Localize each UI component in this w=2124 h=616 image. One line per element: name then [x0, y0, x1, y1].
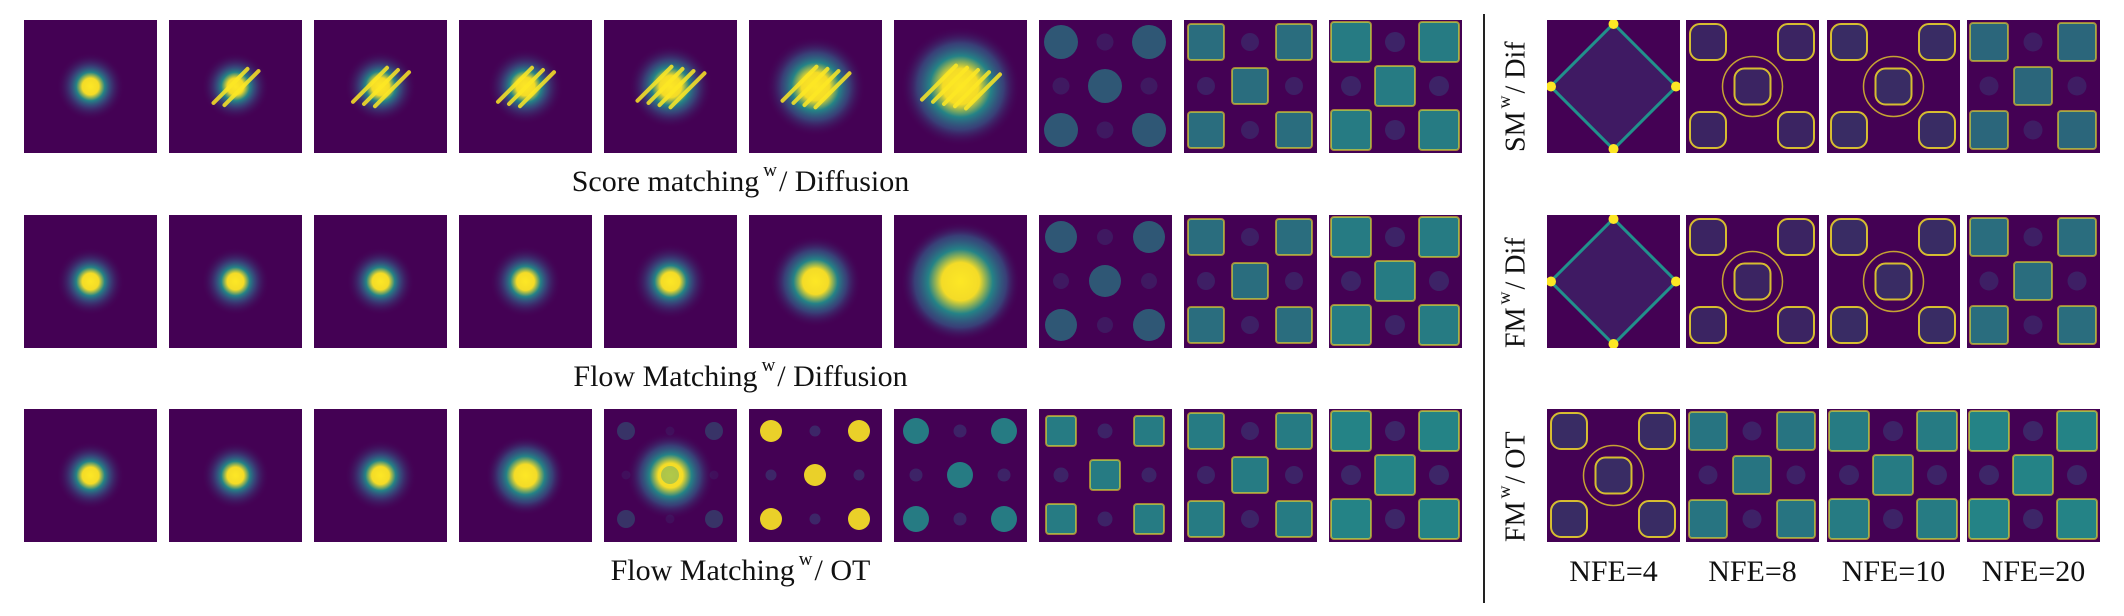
density-plot-sm-diffusion-step-2 [169, 20, 302, 153]
sample-plot-fm-dif-nfe-8 [1686, 215, 1819, 348]
density-plot-fm-ot-step-8 [1039, 409, 1172, 542]
density-plot-fm-ot-step-10 [1329, 409, 1462, 542]
density-plot-fm-ot-step-3 [314, 409, 447, 542]
sample-plot-fm-dif-nfe-10 [1827, 215, 1960, 348]
density-plot-fm-ot-step-9 [1184, 409, 1317, 542]
density-plot-fm-ot-step-7 [894, 409, 1027, 542]
nfe-label-10: NFE=10 [1827, 555, 1960, 589]
density-plot-sm-diffusion-step-9 [1184, 20, 1317, 153]
label-fm-ot: FMw/ OT [1498, 431, 1532, 542]
density-plot-fm-diffusion-step-2 [169, 215, 302, 348]
sample-plot-fm-ot-nfe-8 [1686, 409, 1819, 542]
density-plot-fm-diffusion-step-7 [894, 215, 1027, 348]
density-plot-sm-diffusion-step-7 [894, 20, 1027, 153]
sample-plot-fm-dif-nfe-20 [1967, 215, 2100, 348]
sample-plot-fm-ot-nfe-20 [1967, 409, 2100, 542]
density-plot-fm-diffusion-step-1 [24, 215, 157, 348]
sample-plot-fm-ot-nfe-10 [1827, 409, 1960, 542]
caption-score-matching-diffusion: Score matching w/ Diffusion [20, 164, 1461, 199]
density-plot-fm-ot-step-5 [604, 409, 737, 542]
density-plot-sm-diffusion-step-8 [1039, 20, 1172, 153]
nfe-label-20: NFE=20 [1967, 555, 2100, 589]
nfe-label-4: NFE=4 [1547, 555, 1680, 589]
density-plot-sm-diffusion-step-1 [24, 20, 157, 153]
caption-flow-matching-diffusion: Flow Matching w/ Diffusion [20, 359, 1461, 394]
sample-plot-sm-dif-nfe-8 [1686, 20, 1819, 153]
panel-divider [1483, 14, 1485, 603]
density-plot-fm-diffusion-step-3 [314, 215, 447, 348]
density-plot-sm-diffusion-step-5 [604, 20, 737, 153]
density-plot-sm-diffusion-step-3 [314, 20, 447, 153]
nfe-label-8: NFE=8 [1686, 555, 1819, 589]
density-plot-fm-ot-step-2 [169, 409, 302, 542]
sample-plot-fm-ot-nfe-4 [1547, 409, 1680, 542]
caption-flow-matching-ot: Flow Matching w/ OT [20, 553, 1461, 588]
density-plot-sm-diffusion-step-6 [749, 20, 882, 153]
density-plot-fm-diffusion-step-5 [604, 215, 737, 348]
label-fm-dif: FMw/ Dif [1498, 237, 1532, 348]
sample-plot-fm-dif-nfe-4 [1547, 215, 1680, 348]
density-plot-sm-diffusion-step-10 [1329, 20, 1462, 153]
sample-plot-sm-dif-nfe-10 [1827, 20, 1960, 153]
density-plot-fm-diffusion-step-10 [1329, 215, 1462, 348]
density-plot-fm-ot-step-1 [24, 409, 157, 542]
density-plot-fm-ot-step-4 [459, 409, 592, 542]
sample-plot-sm-dif-nfe-4 [1547, 20, 1680, 153]
label-sm-dif: SMw/ Dif [1498, 41, 1532, 152]
density-plot-fm-ot-step-6 [749, 409, 882, 542]
density-plot-sm-diffusion-step-4 [459, 20, 592, 153]
density-plot-fm-diffusion-step-6 [749, 215, 882, 348]
sample-plot-sm-dif-nfe-20 [1967, 20, 2100, 153]
density-plot-fm-diffusion-step-4 [459, 215, 592, 348]
density-plot-fm-diffusion-step-8 [1039, 215, 1172, 348]
density-plot-fm-diffusion-step-9 [1184, 215, 1317, 348]
